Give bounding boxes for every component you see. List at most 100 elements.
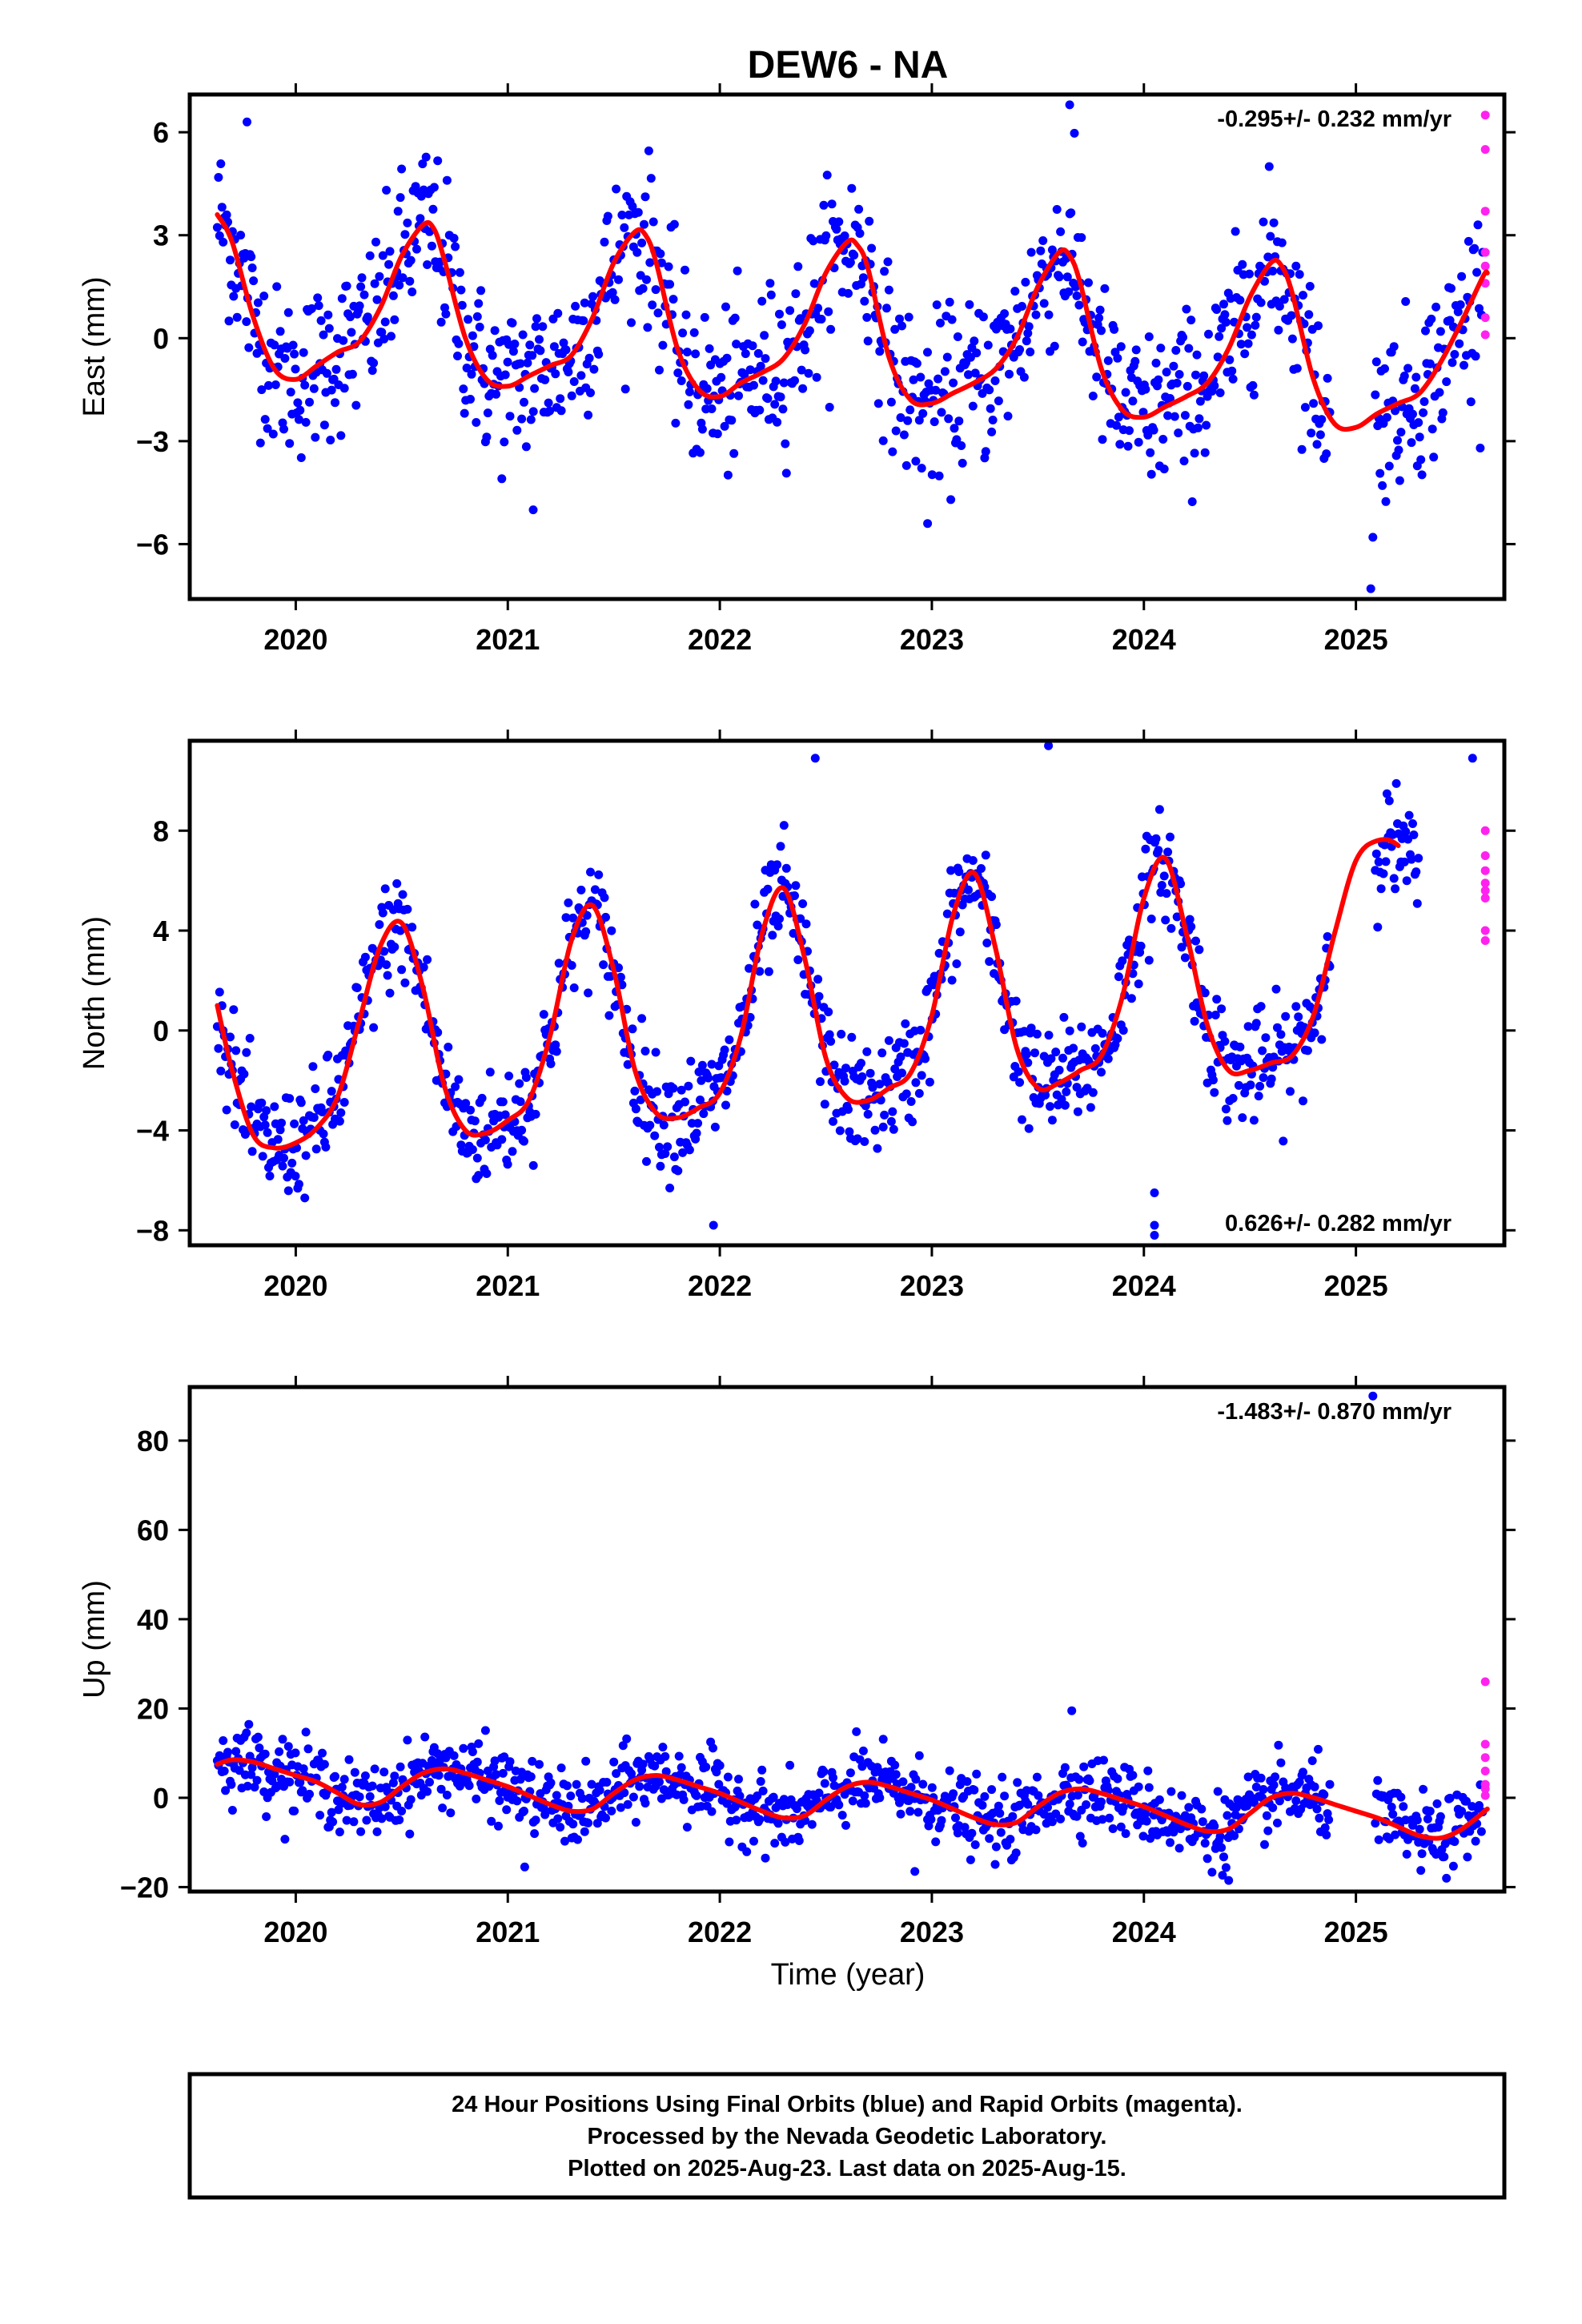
final-point — [291, 1748, 300, 1758]
final-point — [797, 365, 806, 375]
final-point — [691, 349, 701, 359]
final-point — [903, 416, 913, 425]
final-point — [1374, 857, 1383, 866]
final-point — [1163, 847, 1173, 857]
final-point — [655, 365, 664, 375]
final-point — [1414, 854, 1423, 863]
final-point — [1324, 1815, 1334, 1824]
final-point — [1141, 1809, 1150, 1819]
final-point — [1445, 316, 1455, 325]
final-point — [651, 285, 661, 295]
final-point — [837, 1029, 846, 1039]
final-point — [546, 1059, 556, 1068]
final-point — [1419, 408, 1428, 417]
final-point — [344, 1755, 354, 1764]
final-point — [500, 437, 509, 447]
final-point — [296, 453, 306, 462]
final-point — [1449, 0, 1458, 5]
final-point — [456, 285, 466, 295]
final-point — [1219, 300, 1228, 309]
final-point — [1291, 261, 1301, 271]
final-point — [245, 1034, 255, 1043]
final-point — [1231, 227, 1240, 236]
final-point — [972, 348, 982, 358]
final-point — [403, 218, 412, 227]
final-point — [397, 965, 407, 975]
final-point — [544, 398, 553, 408]
final-point — [1166, 832, 1174, 842]
final-point — [464, 1781, 474, 1791]
final-point — [216, 159, 226, 168]
final-point — [423, 260, 432, 269]
final-point — [449, 1751, 459, 1760]
final-point — [945, 297, 954, 307]
final-point — [216, 1066, 226, 1076]
final-point — [483, 408, 492, 418]
final-point — [981, 447, 990, 456]
final-point — [388, 291, 398, 300]
y-tick-label: 6 — [153, 116, 169, 149]
rate-label: 0.626+/- 0.282 mm/yr — [1225, 1211, 1452, 1236]
final-point — [990, 376, 1000, 385]
final-point — [756, 361, 765, 371]
final-point — [371, 237, 380, 247]
final-point — [643, 323, 652, 332]
final-point — [400, 978, 410, 987]
final-point — [1174, 370, 1184, 379]
final-point — [702, 384, 712, 393]
final-point — [778, 404, 788, 414]
x-tick-label: 2020 — [263, 1269, 327, 1302]
final-point — [517, 414, 527, 424]
final-point — [1047, 1116, 1057, 1125]
final-point — [1419, 1784, 1428, 1794]
final-point — [841, 1063, 850, 1073]
final-point — [1134, 437, 1143, 447]
final-point — [1138, 408, 1148, 417]
final-point — [1468, 0, 1476, 5]
final-point — [1088, 392, 1098, 400]
final-point — [1018, 1115, 1026, 1124]
final-point — [468, 331, 477, 340]
final-point — [1178, 332, 1187, 342]
final-point — [1422, 0, 1431, 5]
final-point — [1144, 955, 1154, 965]
final-point — [1281, 1011, 1291, 1021]
final-point — [464, 315, 473, 324]
final-point — [1030, 1048, 1039, 1058]
final-point — [707, 1807, 717, 1816]
final-point — [1399, 857, 1409, 866]
final-point — [867, 243, 877, 253]
final-point — [528, 1756, 537, 1766]
final-point — [551, 1040, 560, 1050]
final-point — [485, 1068, 495, 1077]
rapid-point — [1480, 1753, 1490, 1763]
final-point — [921, 1054, 930, 1063]
final-point — [653, 308, 663, 318]
final-point — [247, 263, 257, 272]
final-point — [947, 975, 957, 985]
final-point — [1262, 1811, 1271, 1820]
final-point — [1415, 0, 1424, 5]
final-point — [685, 1145, 694, 1155]
final-point — [1210, 1821, 1219, 1831]
final-point — [500, 1110, 510, 1120]
final-point — [1149, 425, 1158, 435]
final-point — [1184, 1803, 1194, 1812]
final-point — [1415, 432, 1424, 442]
final-point — [944, 414, 954, 424]
rapid-point — [1480, 936, 1490, 945]
final-point — [756, 1777, 765, 1786]
x-tick-label: 2020 — [263, 623, 327, 656]
final-point — [1396, 1792, 1406, 1802]
final-point — [648, 300, 657, 310]
final-point — [454, 1075, 464, 1084]
final-point — [1467, 0, 1476, 5]
rapid-point — [1480, 111, 1490, 120]
final-point — [1251, 1783, 1261, 1791]
final-point — [1190, 1016, 1199, 1026]
final-point — [326, 436, 335, 444]
final-point — [1166, 1787, 1176, 1796]
final-point — [367, 1781, 377, 1791]
final-point — [1439, 0, 1447, 5]
rate-label: -1.483+/- 0.870 mm/yr — [1217, 1399, 1452, 1425]
